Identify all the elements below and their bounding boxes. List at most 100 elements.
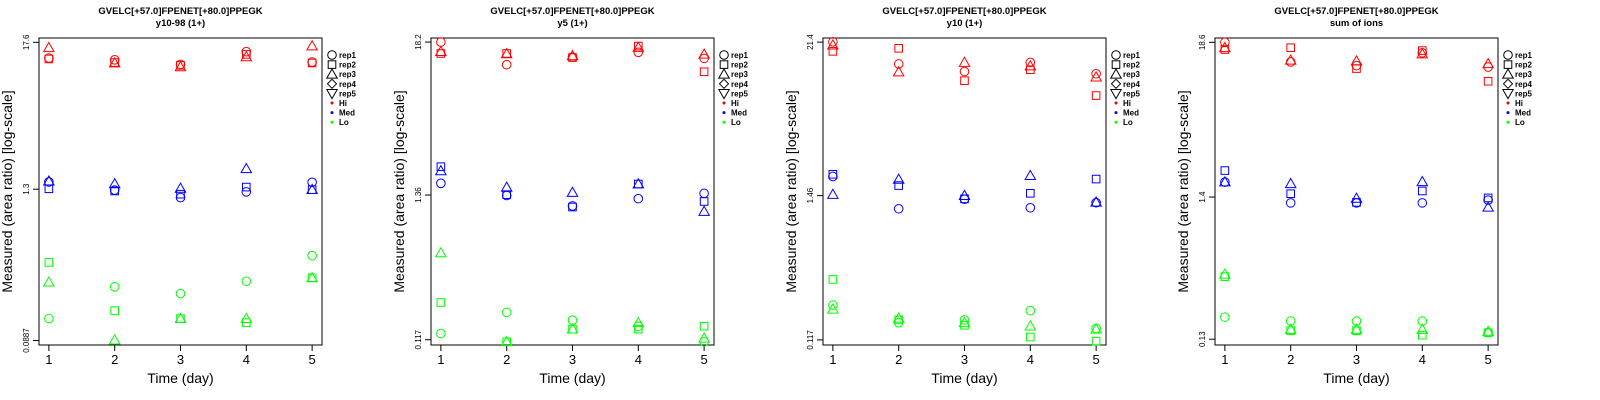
x-tick-label: 2 [503, 352, 510, 367]
legend-dot [330, 101, 334, 105]
data-point [242, 50, 251, 59]
x-tick-label: 3 [569, 352, 576, 367]
data-point [634, 324, 643, 334]
data-point [174, 60, 187, 72]
data-point [44, 177, 54, 187]
x-tick-label: 1 [437, 352, 444, 367]
legend-marker [1501, 89, 1515, 100]
data-point [1091, 91, 1101, 100]
data-point [894, 181, 903, 190]
legend-marker [1111, 50, 1121, 60]
data-point [960, 194, 969, 204]
x-tick-label: 1 [1221, 352, 1228, 367]
legend-marker [1111, 60, 1121, 69]
chart-subtitle: y10 (1+) [947, 18, 983, 29]
data-point [566, 49, 579, 61]
legend-label: Med [1123, 109, 1139, 118]
data-point [632, 316, 645, 328]
legend-label: Hi [339, 99, 347, 108]
legend-dot [1114, 101, 1118, 105]
data-point [306, 183, 319, 195]
legend-marker [718, 78, 730, 90]
data-point [959, 66, 970, 77]
y-axis-label: Measured (area ratio) [log-scale] [391, 90, 407, 292]
data-point [307, 177, 317, 188]
x-tick-label: 4 [1027, 352, 1034, 367]
data-point [568, 202, 577, 212]
legend-marker [1109, 89, 1123, 100]
y-tick-label: 18.2 [414, 34, 423, 50]
data-point [958, 189, 971, 201]
data-point [1284, 53, 1297, 65]
legend-marker [717, 67, 731, 79]
x-tick-label: 5 [701, 352, 708, 367]
data-point [174, 182, 187, 193]
data-point [566, 186, 579, 197]
legend-label: rep2 [1123, 61, 1140, 70]
legend-dot [1506, 101, 1510, 105]
legend-label: Med [339, 109, 355, 118]
data-point [1090, 196, 1103, 207]
data-point [1483, 193, 1493, 203]
legend-marker [325, 89, 339, 100]
data-point [892, 311, 905, 323]
legend-marker [1503, 50, 1513, 60]
data-point [1285, 316, 1296, 326]
legend-label: rep1 [1123, 51, 1140, 60]
data-point [893, 203, 904, 214]
data-point [1025, 57, 1036, 68]
legend-label: Hi [731, 99, 739, 108]
legend-marker [327, 60, 337, 69]
data-point [242, 182, 251, 192]
data-point [633, 193, 644, 204]
legend-dot [722, 111, 726, 115]
data-point [1418, 46, 1427, 55]
data-point [892, 65, 905, 77]
data-point [1220, 312, 1230, 322]
legend-label: Med [1515, 109, 1531, 118]
data-point [1091, 197, 1101, 208]
data-point [892, 173, 905, 184]
x-tick-label: 1 [829, 352, 836, 367]
y-tick-label: 0.117 [806, 330, 815, 350]
data-point [1090, 323, 1103, 334]
legend-dot [330, 120, 334, 124]
data-point [1350, 323, 1363, 334]
legend-label: Hi [1123, 99, 1131, 108]
data-point [698, 48, 711, 59]
data-point [1483, 195, 1493, 205]
data-point [42, 41, 55, 53]
data-point [828, 171, 838, 182]
data-point [110, 186, 119, 196]
legend-label: rep1 [1515, 51, 1532, 60]
legend-label: rep4 [1123, 80, 1140, 89]
data-point [42, 275, 55, 287]
data-point [826, 38, 839, 50]
legend-marker [717, 89, 731, 100]
legend-label: rep5 [1123, 89, 1140, 98]
legend-label: rep4 [1515, 80, 1532, 89]
y-tick-label: 0.13 [1198, 331, 1207, 347]
data-point [1026, 189, 1035, 198]
x-axis-label: Time (day) [147, 370, 213, 386]
y-tick-label: 0.117 [414, 329, 423, 349]
data-point [1285, 57, 1296, 67]
data-point [828, 47, 838, 56]
data-point [633, 47, 644, 58]
data-point [434, 246, 447, 258]
data-point [42, 174, 55, 186]
legend-marker [1109, 67, 1123, 79]
y-axis-label: Measured (area ratio) [log-scale] [0, 90, 15, 292]
data-point [828, 169, 838, 179]
data-point [1482, 57, 1495, 69]
data-point [698, 205, 711, 216]
data-point [826, 303, 839, 314]
legend-marker [1110, 78, 1122, 90]
data-point [1482, 325, 1495, 336]
data-point [632, 177, 645, 189]
legend-label: Hi [1515, 99, 1523, 108]
data-point [110, 306, 119, 315]
